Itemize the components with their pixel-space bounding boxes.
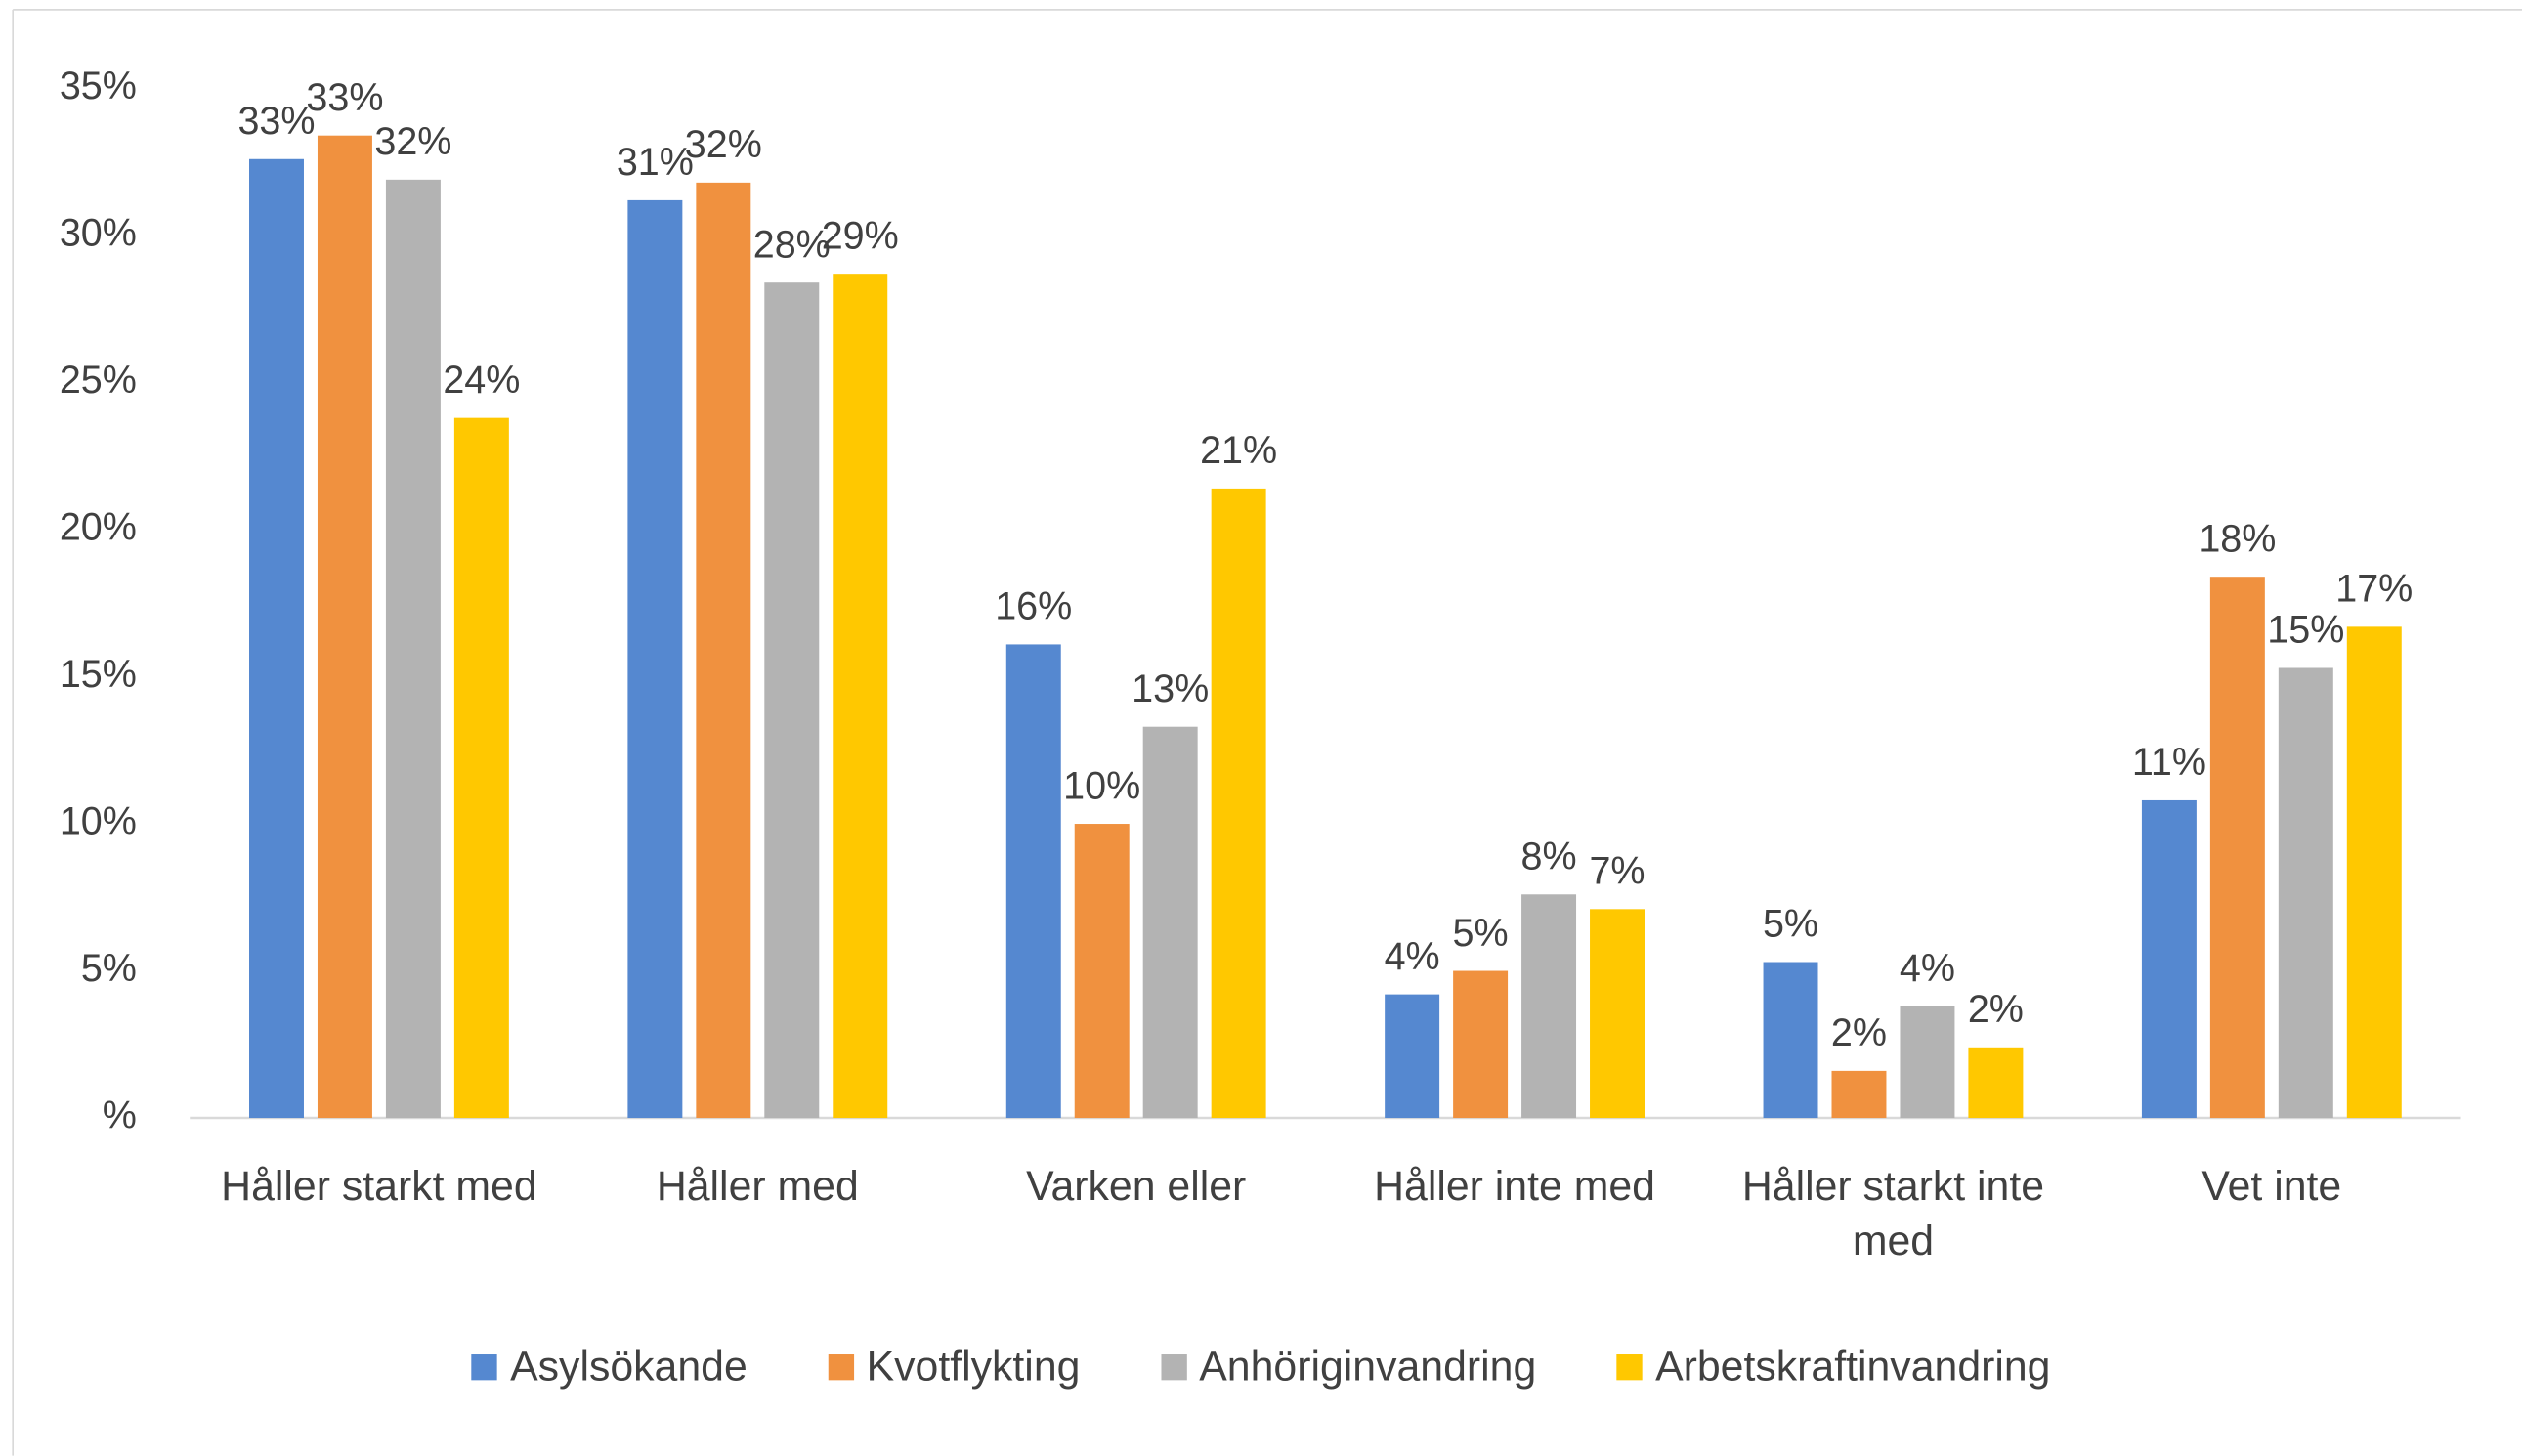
data-label: 13% (1132, 667, 1209, 710)
bar (453, 417, 509, 1119)
data-label: 18% (2199, 517, 2276, 560)
bar (627, 199, 683, 1119)
y-tick-label: 10% (60, 799, 137, 842)
legend-item: Arbetskraftinvandring (1616, 1341, 2051, 1392)
data-label: 8% (1521, 835, 1577, 878)
data-label: 4% (1385, 935, 1440, 978)
x-tick-label: Håller med (656, 1161, 859, 1210)
data-label: 31% (617, 141, 694, 184)
y-tick-label: 20% (60, 505, 137, 548)
bar (317, 135, 372, 1119)
bar (2141, 799, 2197, 1119)
data-label: 32% (685, 123, 762, 166)
bar (764, 282, 820, 1119)
data-label: 11% (2132, 741, 2206, 784)
legend-item: Asylsökande (471, 1341, 748, 1392)
bar (1074, 824, 1130, 1119)
bar (2209, 577, 2265, 1119)
data-label: 16% (995, 585, 1072, 628)
bar (1590, 909, 1646, 1119)
bar (833, 274, 888, 1119)
legend-swatch (471, 1353, 497, 1380)
data-label: 5% (1763, 903, 1818, 946)
x-tick-label: Varken eller (1026, 1161, 1247, 1210)
bar (1005, 644, 1061, 1119)
data-label: 17% (2335, 568, 2413, 611)
legend-item: Anhöriginvandring (1160, 1341, 1537, 1392)
legend-item: Kvotflykting (828, 1342, 1080, 1392)
y-tick-label: 15% (60, 653, 137, 696)
data-label: 7% (1589, 850, 1645, 893)
legend-swatch (1616, 1353, 1643, 1380)
bar (249, 158, 304, 1119)
legend-label: Anhöriginvandring (1199, 1341, 1537, 1391)
data-label: 5% (1453, 912, 1509, 955)
data-label: 28% (753, 223, 831, 266)
x-tick-label: Håller starkt inte med (1741, 1161, 2045, 1264)
data-label: 33% (306, 76, 383, 119)
data-label: 15% (2267, 609, 2344, 652)
bar (1211, 488, 1266, 1119)
bar (696, 182, 751, 1119)
y-tick-label: % (103, 1093, 137, 1136)
data-label: 21% (1200, 429, 1277, 472)
bar (1385, 994, 1440, 1119)
data-label: 33% (237, 100, 315, 143)
bar (1900, 1006, 1955, 1119)
y-tick-label: 25% (60, 359, 137, 402)
data-label: 10% (1063, 764, 1140, 807)
bar (2278, 667, 2333, 1119)
x-tick-label: Håller starkt med (221, 1161, 537, 1210)
legend-swatch (828, 1353, 854, 1380)
legend-label: Kvotflykting (866, 1341, 1081, 1391)
y-tick-label: 30% (60, 211, 137, 254)
data-label: 29% (822, 214, 899, 257)
legend-label: Asylsökande (510, 1341, 748, 1391)
data-label: 2% (1968, 988, 2024, 1031)
data-label: 32% (374, 120, 451, 163)
bar (385, 179, 441, 1119)
y-tick-label: 35% (60, 64, 137, 107)
x-tick-label: Vet inte (2201, 1161, 2342, 1210)
y-tick-label: 5% (81, 947, 137, 990)
bar (1521, 894, 1577, 1119)
bar (1763, 962, 1818, 1119)
data-label: 24% (443, 359, 520, 402)
bar (1831, 1070, 1887, 1119)
legend-label: Arbetskraftinvandring (1655, 1341, 2051, 1391)
bar (1968, 1047, 2024, 1119)
legend-swatch (1160, 1353, 1187, 1380)
bar (1142, 726, 1198, 1119)
data-label: 4% (1900, 947, 1955, 990)
bar (1453, 970, 1509, 1119)
legend: Asylsökande Kvotflykting Anhöriginvandring… (0, 1342, 2522, 1392)
x-tick-label: Håller inte med (1374, 1161, 1655, 1210)
data-label: 2% (1831, 1011, 1887, 1054)
bar (2346, 626, 2402, 1119)
